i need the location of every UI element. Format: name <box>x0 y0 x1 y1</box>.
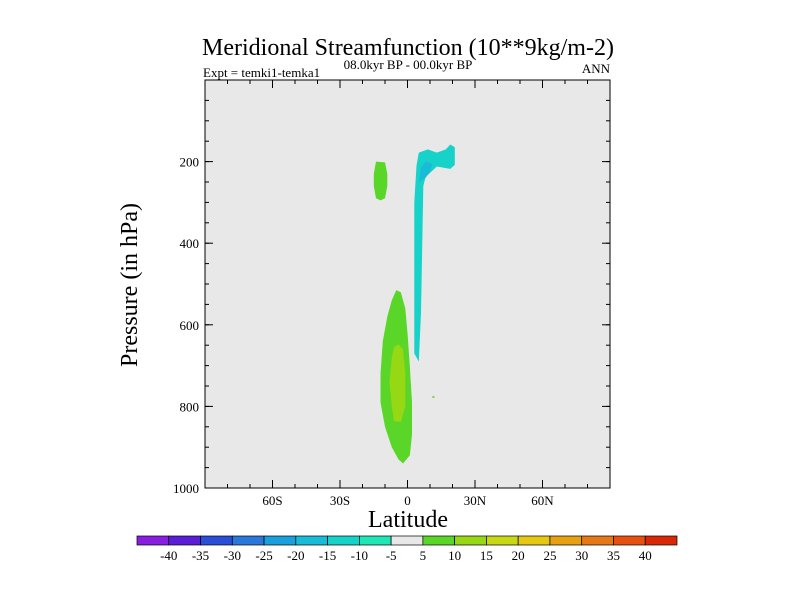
colorbar-swatch <box>486 535 519 546</box>
colorbar-swatch <box>422 535 455 546</box>
colorbar-label: 10 <box>448 548 461 563</box>
colorbar-swatch <box>200 535 233 546</box>
colorbar-label: 5 <box>420 548 427 563</box>
contour-region-positive-5-10-upper-left <box>373 161 388 201</box>
colorbar-label: 30 <box>575 548 588 563</box>
x-tick-label: 30N <box>464 493 487 508</box>
contour-region-negative-10-15-upper <box>418 161 433 182</box>
chart-subtitle-left: Expt = temki1-temka1 <box>203 65 320 80</box>
colorbar-swatch <box>168 535 201 546</box>
colorbar-swatch <box>359 535 392 546</box>
contour-region-negative-5-10-upper-right <box>414 144 455 362</box>
colorbar-label: -20 <box>287 548 304 563</box>
contour-regions <box>373 144 455 464</box>
chart-subtitle-right: ANN <box>582 61 611 76</box>
plot-frame <box>204 79 611 489</box>
chart-subtitle-center: 08.0kyr BP - 00.0kyr BP <box>344 57 473 72</box>
colorbar-label: -40 <box>160 548 177 563</box>
colorbar: -40 -35 -30 -25 -20 -15 -10 -5 5 10 15 20 25 30 35 40 <box>136 535 678 563</box>
colorbar-swatch <box>644 535 678 546</box>
colorbar-label: -10 <box>351 548 368 563</box>
colorbar-swatch <box>517 535 551 546</box>
colorbar-swatch <box>231 535 265 546</box>
colorbar-swatch <box>390 535 424 546</box>
colorbar-label: -25 <box>255 548 272 563</box>
x-tick-label: 60S <box>262 493 282 508</box>
y-tick-label: 400 <box>180 236 200 251</box>
x-tick-label: 0 <box>404 493 411 508</box>
y-axis-label: Pressure (in hPa) <box>117 203 143 367</box>
colorbar-label: 15 <box>480 548 493 563</box>
colorbar-label: -35 <box>192 548 209 563</box>
y-tick-label: 800 <box>180 399 200 414</box>
colorbar-swatch <box>581 535 614 546</box>
colorbar-label: 35 <box>607 548 620 563</box>
colorbar-swatch <box>327 535 360 546</box>
colorbar-label: -15 <box>319 548 336 563</box>
y-tick-label: 1000 <box>173 481 199 496</box>
colorbar-label: 40 <box>639 548 652 563</box>
colorbar-swatch <box>613 535 646 546</box>
colorbar-label: 20 <box>512 548 525 563</box>
colorbar-swatch <box>454 535 487 546</box>
x-tick-label: 30S <box>330 493 350 508</box>
axis-ticks: 60S 30S 0 30N 60N 200 400 600 800 1000 <box>173 79 611 508</box>
colorbar-swatch <box>263 535 297 546</box>
colorbar-swatch <box>295 535 328 546</box>
colorbar-swatch <box>549 535 583 546</box>
colorbar-label: -5 <box>386 548 397 563</box>
x-axis-label: Latitude <box>368 507 448 533</box>
contour-region-positive-10-15-lower <box>389 344 406 422</box>
colorbar-label: 25 <box>543 548 556 563</box>
x-tick-label: 60N <box>531 493 554 508</box>
colorbar-swatch <box>136 535 170 546</box>
y-tick-label: 600 <box>180 318 200 333</box>
chart-title: Meridional Streamfunction (10**9kg/m-2) <box>202 35 614 61</box>
y-tick-label: 200 <box>180 155 200 170</box>
colorbar-label: -30 <box>224 548 241 563</box>
contour-region-positive-5-10-speck <box>432 396 435 398</box>
